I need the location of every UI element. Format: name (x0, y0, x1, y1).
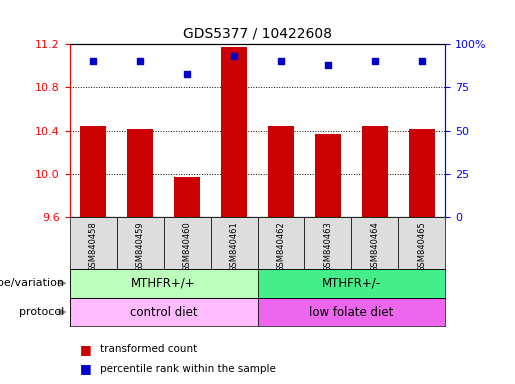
Text: ■: ■ (80, 362, 96, 375)
Text: GSM840464: GSM840464 (370, 221, 380, 272)
Bar (258, 298, 445, 326)
Point (324, 62, 332, 68)
Point (418, 58, 426, 65)
Text: low folate diet: low folate diet (310, 306, 393, 318)
Bar (70, 298, 258, 326)
Point (277, 58, 285, 65)
Bar (399, 217, 445, 269)
Point (89, 58, 97, 65)
Bar (352, 217, 399, 269)
Bar (409, 129, 435, 217)
Text: GSM840458: GSM840458 (89, 221, 97, 272)
Text: genotype/variation: genotype/variation (0, 278, 64, 288)
Text: percentile rank within the sample: percentile rank within the sample (100, 364, 277, 374)
Bar (258, 269, 445, 298)
Bar (164, 217, 211, 269)
Bar (304, 217, 352, 269)
Text: control diet: control diet (130, 306, 197, 318)
Bar (362, 126, 388, 217)
Bar (211, 217, 258, 269)
Point (183, 71, 191, 77)
Text: GSM840460: GSM840460 (182, 221, 192, 272)
Text: GSM840459: GSM840459 (135, 221, 145, 272)
Title: GDS5377 / 10422608: GDS5377 / 10422608 (183, 26, 332, 40)
Point (230, 53, 238, 60)
Text: GSM840465: GSM840465 (418, 221, 426, 272)
Bar (116, 217, 164, 269)
Text: MTHFR+/+: MTHFR+/+ (131, 277, 196, 290)
Text: GSM840462: GSM840462 (277, 221, 285, 272)
Bar (221, 47, 247, 217)
Bar (80, 126, 106, 217)
Bar (268, 126, 294, 217)
Text: transformed count: transformed count (100, 344, 198, 354)
Text: GSM840461: GSM840461 (230, 221, 238, 272)
Point (136, 58, 144, 65)
Bar (70, 269, 258, 298)
Text: ■: ■ (80, 343, 96, 356)
Text: MTHFR+/-: MTHFR+/- (322, 277, 381, 290)
Point (371, 58, 379, 65)
Bar (127, 129, 153, 217)
Text: protocol: protocol (19, 307, 64, 317)
Text: GSM840463: GSM840463 (323, 221, 333, 272)
Bar (174, 177, 200, 217)
Bar (315, 134, 341, 217)
Bar (70, 217, 116, 269)
Bar (258, 217, 304, 269)
